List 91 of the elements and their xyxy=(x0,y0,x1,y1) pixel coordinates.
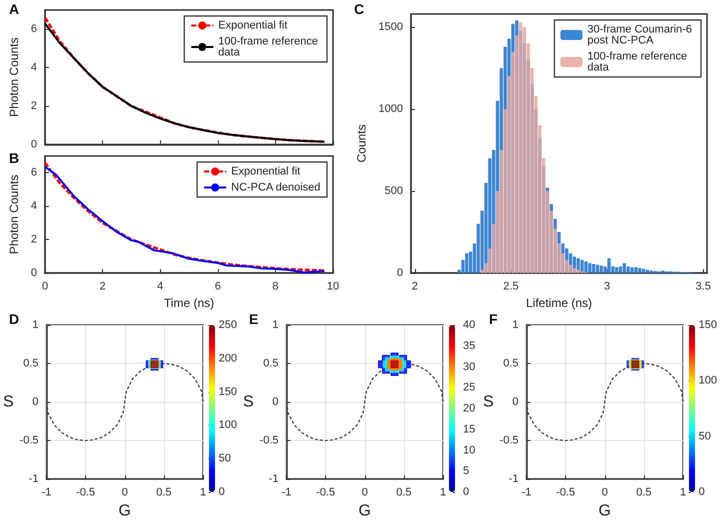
chart-title: B xyxy=(9,150,20,166)
y-tick-label: 2 xyxy=(30,100,38,112)
x-tick-label: -1 xyxy=(42,486,52,499)
y-tick-label: 1000 xyxy=(378,103,403,116)
x-tick-label: -1 xyxy=(282,486,292,499)
x-tick-label: 0.5 xyxy=(156,486,172,499)
color-bar-label: 15 xyxy=(463,423,476,436)
y-axis-title: Photon Counts xyxy=(7,38,21,117)
legend-label: 30-frame Coumarin-6 post NC-PCA xyxy=(587,24,695,46)
x-tick-label: 8 xyxy=(272,280,278,292)
color-bar-label: 150 xyxy=(698,319,718,331)
x-tick-label: 0 xyxy=(602,486,608,499)
color-bar-label: 35 xyxy=(463,340,476,352)
color-bar-label: 50 xyxy=(218,452,231,465)
x-tick-label: 0 xyxy=(122,486,128,499)
chart-title: C xyxy=(354,1,364,17)
x-tick-label: 0.5 xyxy=(396,486,412,499)
x-tick-label: 1 xyxy=(440,486,446,499)
y-tick-label: 1500 xyxy=(378,21,403,34)
color-bar-label: 20 xyxy=(463,402,476,414)
color-bar-label: 200 xyxy=(218,352,238,364)
x-tick-label: 2 xyxy=(412,280,418,292)
x-tick-label: 4 xyxy=(157,280,164,292)
legend-label: NC-PCA denoised xyxy=(231,182,320,194)
legend-label: Exponential fit xyxy=(231,166,300,178)
y-tick-label: 0 xyxy=(30,138,38,150)
y-tick-label: 0 xyxy=(32,396,39,408)
y-tick-label: 2 xyxy=(30,234,38,246)
chart-title: A xyxy=(9,1,20,17)
y-axis-title: S xyxy=(483,394,494,411)
y-tick-label: 0 xyxy=(396,267,403,279)
x-tick-label: 6 xyxy=(214,280,221,292)
x-axis-title: G xyxy=(358,502,371,520)
x-axis-title: Lifetime (ns) xyxy=(526,296,592,310)
x-axis-title: G xyxy=(118,502,131,520)
color-bar-label: 30 xyxy=(463,360,476,373)
y-axis-title: Counts xyxy=(354,124,369,163)
chart-title: F xyxy=(489,311,498,327)
legend-label: Exponential fit xyxy=(218,20,288,32)
y-tick-label: 0 xyxy=(512,396,519,408)
y-tick-label: 0.5 xyxy=(263,358,279,370)
x-tick-label: 1 xyxy=(680,486,686,499)
x-tick-label: -0.5 xyxy=(76,486,96,499)
y-tick-label: 4 xyxy=(30,62,38,74)
x-tick-label: 2 xyxy=(100,280,106,292)
y-tick-label: 500 xyxy=(384,185,403,198)
y-tick-label: 1 xyxy=(272,319,279,331)
x-axis-title: Time (ns) xyxy=(164,296,214,310)
x-tick-label: -1 xyxy=(522,486,532,499)
y-tick-label: 0 xyxy=(30,267,38,279)
color-bar-label: 10 xyxy=(463,444,476,456)
color-bar-label: 250 xyxy=(218,319,238,331)
y-tick-label: -0.5 xyxy=(260,434,279,447)
y-tick-label: 0 xyxy=(272,396,279,408)
y-tick-label: 6 xyxy=(30,23,38,36)
x-tick-label: 0 xyxy=(42,280,48,292)
y-tick-label: -1 xyxy=(508,473,519,486)
x-tick-label: -0.5 xyxy=(556,486,576,499)
x-tick-label: 0.5 xyxy=(636,486,652,499)
y-tick-label: 6 xyxy=(30,166,38,179)
y-tick-label: 0.5 xyxy=(503,358,519,370)
y-tick-label: 1 xyxy=(512,319,519,331)
x-tick-label: 10 xyxy=(326,280,340,292)
color-bar-label: 25 xyxy=(463,382,476,394)
color-bar-label: 40 xyxy=(463,319,476,331)
y-tick-label: 0.5 xyxy=(23,358,39,370)
y-tick-label: 4 xyxy=(30,200,38,212)
x-tick-label: 0 xyxy=(362,486,368,499)
chart-title: D xyxy=(9,311,20,327)
x-tick-label: -0.5 xyxy=(316,486,336,499)
y-axis-title: Photon Counts xyxy=(7,174,21,254)
color-bar-label: 150 xyxy=(218,386,238,398)
chart-title: E xyxy=(249,311,258,327)
y-axis-title: S xyxy=(243,394,254,411)
y-axis-title: S xyxy=(3,394,14,411)
y-tick-label: 1 xyxy=(32,319,39,331)
x-axis-title: G xyxy=(598,502,611,520)
color-bar-label: 100 xyxy=(698,374,718,387)
y-tick-label: -1 xyxy=(28,473,39,486)
y-tick-label: -0.5 xyxy=(20,434,39,447)
x-tick-label: 3 xyxy=(604,280,610,292)
x-tick-label: 1 xyxy=(200,486,206,499)
color-bar-label: 100 xyxy=(218,419,238,432)
legend-label: 100-frame reference data xyxy=(218,36,321,58)
color-bar-label: 50 xyxy=(698,430,711,442)
x-tick-label: 2.5 xyxy=(503,280,519,292)
y-tick-label: -1 xyxy=(268,473,279,486)
legend-label: 100-frame reference data xyxy=(587,50,690,74)
y-tick-label: -0.5 xyxy=(500,434,519,447)
color-bar-label: 5 xyxy=(463,465,470,478)
x-tick-label: 3.5 xyxy=(696,280,711,292)
